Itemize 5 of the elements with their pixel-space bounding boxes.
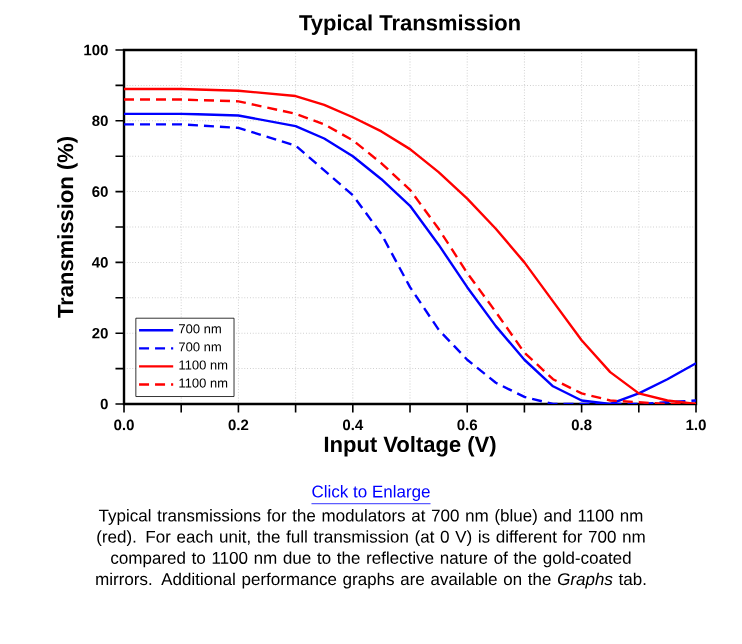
chart-title: Typical Transmission xyxy=(299,14,520,35)
x-axis-title: Input Voltage (V) xyxy=(324,435,496,457)
text: Typical transmissions for the modulators at 700 nm (blue) and 1100 nm (red). For each unit, the full transmission (at 0 V) is different for 700 nm compared to 1100 nm due to the reflective nature of the gold-coated mirrors. Additional performance graphs are available on the Graphs tab. xyxy=(96,509,646,589)
y-axis-title: Transmission (%) xyxy=(57,137,78,318)
text: Click to Enlarge xyxy=(312,485,430,501)
